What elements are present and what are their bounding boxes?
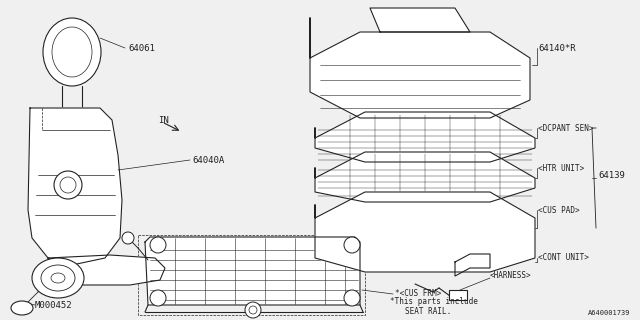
Circle shape bbox=[122, 232, 134, 244]
Text: *This parts include: *This parts include bbox=[390, 298, 478, 307]
Polygon shape bbox=[455, 254, 490, 276]
Polygon shape bbox=[315, 152, 535, 202]
Polygon shape bbox=[310, 18, 530, 118]
Ellipse shape bbox=[43, 18, 101, 86]
Text: A640001739: A640001739 bbox=[588, 310, 630, 316]
Polygon shape bbox=[48, 255, 165, 285]
Text: <HTR UNIT>: <HTR UNIT> bbox=[538, 164, 584, 172]
Text: <CONT UNIT>: <CONT UNIT> bbox=[538, 253, 589, 262]
Circle shape bbox=[150, 237, 166, 253]
Polygon shape bbox=[145, 237, 360, 305]
Ellipse shape bbox=[51, 273, 65, 283]
Ellipse shape bbox=[32, 258, 84, 298]
Text: *<CUS FRM>: *<CUS FRM> bbox=[395, 290, 441, 299]
Circle shape bbox=[245, 302, 261, 318]
Circle shape bbox=[150, 290, 166, 306]
Text: 64061: 64061 bbox=[128, 44, 155, 52]
Ellipse shape bbox=[52, 27, 92, 77]
Text: <HARNESS>: <HARNESS> bbox=[490, 270, 532, 279]
Text: M000452: M000452 bbox=[35, 300, 72, 309]
Circle shape bbox=[249, 306, 257, 314]
Text: 64140*R: 64140*R bbox=[538, 44, 575, 52]
Polygon shape bbox=[315, 192, 535, 272]
Circle shape bbox=[54, 171, 82, 199]
Text: <CUS PAD>: <CUS PAD> bbox=[538, 205, 580, 214]
Text: 64040A: 64040A bbox=[192, 156, 224, 164]
Text: 64139: 64139 bbox=[598, 171, 625, 180]
Ellipse shape bbox=[11, 301, 33, 315]
Circle shape bbox=[344, 290, 360, 306]
Ellipse shape bbox=[41, 265, 75, 291]
Polygon shape bbox=[370, 8, 470, 32]
Text: <DCPANT SEN>: <DCPANT SEN> bbox=[538, 124, 593, 132]
Text: SEAT RAIL.: SEAT RAIL. bbox=[405, 308, 451, 316]
FancyBboxPatch shape bbox=[449, 290, 467, 300]
Text: IN: IN bbox=[158, 116, 169, 124]
Circle shape bbox=[60, 177, 76, 193]
Polygon shape bbox=[315, 112, 535, 162]
Polygon shape bbox=[28, 108, 122, 265]
Circle shape bbox=[344, 237, 360, 253]
